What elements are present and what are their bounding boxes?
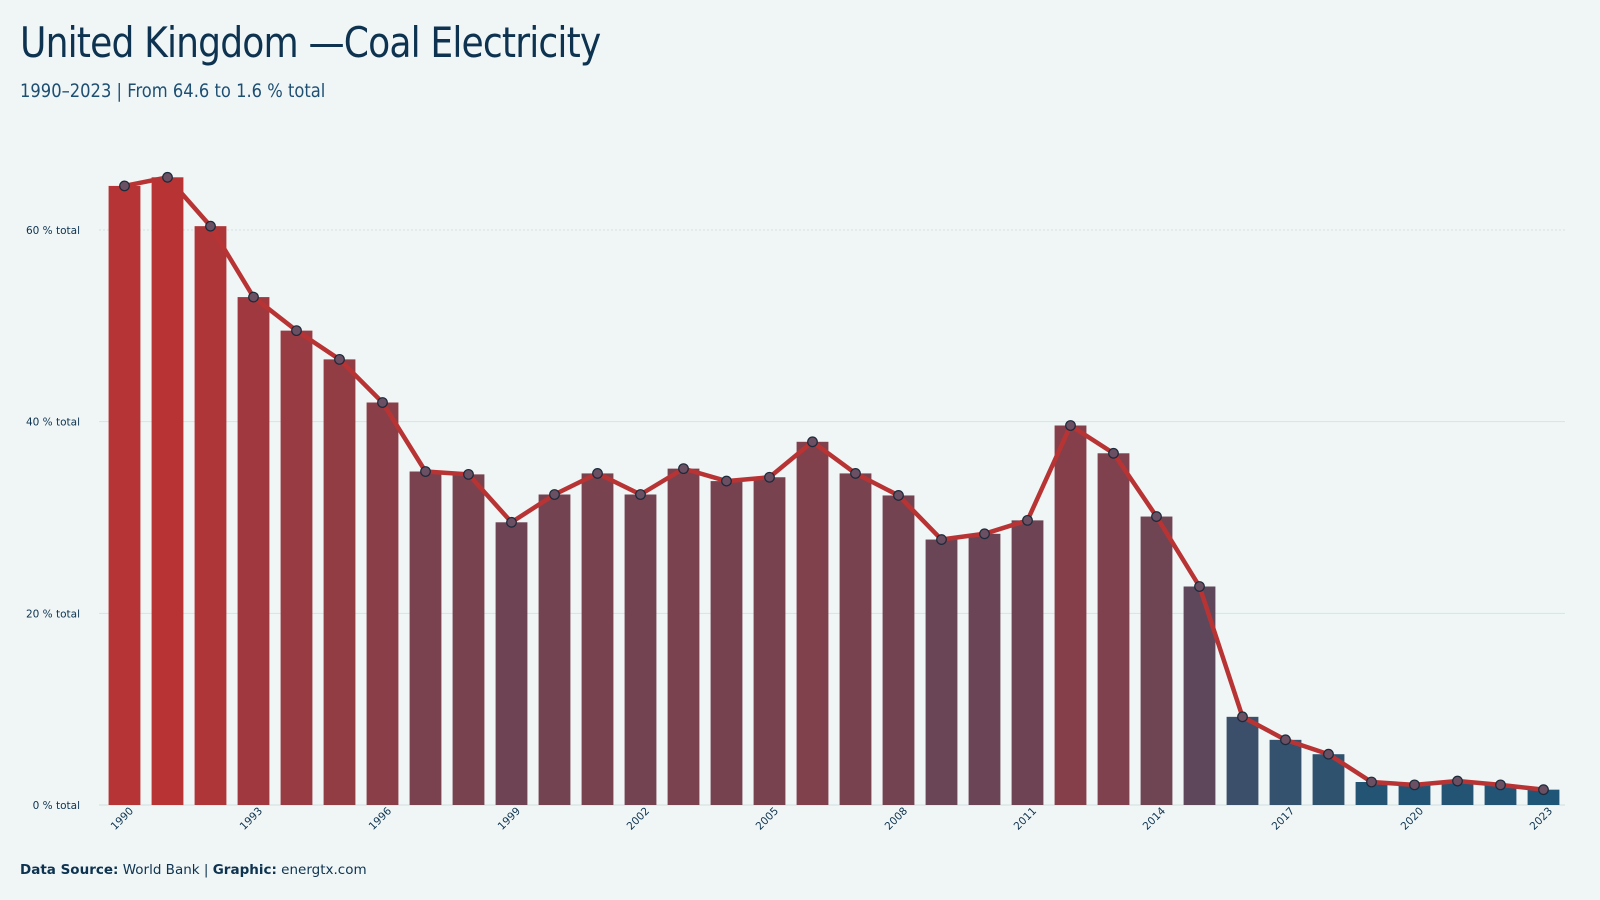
- point-1997: [420, 466, 431, 477]
- point-1999: [506, 516, 517, 528]
- x-tick-label: 1990: [109, 805, 136, 832]
- bar-2010: [968, 533, 1001, 805]
- bar-2002: [624, 494, 657, 805]
- bar-2006: [796, 441, 829, 805]
- x-tick-label: 1993: [238, 805, 265, 832]
- point-2019: [1366, 776, 1377, 788]
- bar-2011: [1011, 520, 1044, 805]
- bar-2012: [1054, 425, 1087, 805]
- bar-2021: [1441, 781, 1474, 805]
- bar-2009: [925, 539, 958, 805]
- bar-2017: [1269, 739, 1302, 805]
- bar-2001: [581, 473, 614, 805]
- point-2011: [1022, 514, 1033, 526]
- bar-2022: [1484, 784, 1517, 805]
- points: [119, 171, 1549, 796]
- bar-2020: [1398, 784, 1431, 805]
- point-1995: [334, 353, 345, 365]
- bar-1994: [280, 330, 313, 805]
- x-tick-label: 2011: [1012, 805, 1039, 832]
- x-tick-label: 2002: [625, 805, 652, 832]
- x-tick-label: 2008: [883, 805, 910, 832]
- point-2018: [1323, 748, 1334, 760]
- x-tick-label: 2014: [1141, 805, 1169, 833]
- y-tick-label: 40 % total: [26, 417, 80, 429]
- point-2022: [1495, 779, 1506, 791]
- point-2016: [1237, 711, 1248, 723]
- bar-1990: [108, 185, 141, 805]
- source-footer: Data Source: World Bank | Graphic: energ…: [20, 862, 367, 878]
- point-2014: [1151, 511, 1162, 522]
- point-2017: [1280, 734, 1291, 746]
- bar-2004: [710, 481, 743, 805]
- bar-2005: [753, 477, 786, 805]
- point-2007: [850, 468, 861, 479]
- gridlines: [99, 229, 1565, 806]
- bar-2023: [1527, 789, 1560, 805]
- source-value: World Bank |: [118, 862, 213, 878]
- bar-2014: [1140, 516, 1173, 805]
- point-2010: [979, 528, 990, 540]
- x-tick-label: 1996: [367, 805, 395, 833]
- point-2006: [807, 436, 818, 448]
- point-2004: [721, 475, 732, 487]
- bar-1996: [366, 402, 399, 805]
- point-2003: [678, 463, 689, 475]
- point-2023: [1538, 784, 1549, 796]
- point-1993: [248, 291, 259, 303]
- graphic-value: energtx.com: [276, 862, 367, 878]
- point-2005: [764, 471, 775, 483]
- bar-2000: [538, 494, 571, 805]
- bar-2016: [1226, 716, 1259, 805]
- x-tick-label: 1999: [496, 805, 523, 832]
- chart-subtitle: 1990–2023 | From 64.6 to 1.6 % total: [20, 80, 326, 102]
- point-1998: [463, 468, 474, 480]
- source-label: Data Source:: [20, 862, 119, 878]
- y-tick-label: 20 % total: [26, 608, 80, 620]
- point-1990: [119, 180, 130, 192]
- point-2020: [1409, 779, 1420, 791]
- x-tick-label: 2005: [754, 805, 781, 832]
- graphic-label: Graphic:: [212, 862, 277, 878]
- bar-1991: [151, 177, 184, 805]
- point-1991: [162, 171, 173, 183]
- point-2009: [936, 534, 947, 545]
- point-2021: [1452, 775, 1463, 787]
- y-tick-label: 60 % total: [26, 225, 80, 237]
- bar-2013: [1097, 453, 1130, 805]
- bars: [108, 177, 1560, 805]
- trend-line: [122, 175, 1546, 792]
- point-1996: [377, 397, 388, 408]
- bar-1997: [409, 471, 442, 805]
- trend-polyline: [122, 175, 1546, 792]
- point-2012: [1065, 420, 1076, 431]
- point-2008: [893, 490, 904, 501]
- point-1994: [291, 325, 302, 337]
- bar-1995: [323, 359, 356, 805]
- point-2013: [1108, 447, 1119, 459]
- x-axis-ticks: 1990 1993 1996 1999 2002 2005 2008 2011 2014 2017…: [109, 805, 1555, 833]
- chart-title: United Kingdom —Coal Electricity: [20, 18, 601, 67]
- bar-1993: [237, 297, 270, 805]
- bar-1998: [452, 474, 485, 805]
- bar-1992: [194, 226, 227, 805]
- x-tick-label: 2023: [1528, 805, 1555, 832]
- point-1992: [205, 220, 216, 232]
- bar-1999: [495, 522, 528, 805]
- point-2000: [549, 489, 560, 500]
- bar-2007: [839, 473, 872, 805]
- bar-2003: [667, 468, 700, 805]
- bar-2019: [1355, 782, 1388, 805]
- point-2001: [592, 468, 603, 479]
- bar-2008: [882, 495, 915, 805]
- x-tick-label: 2020: [1399, 805, 1426, 832]
- y-tick-label: 0 % total: [33, 800, 80, 812]
- point-2002: [635, 489, 646, 500]
- y-axis-ticks: 0 % total 20 % total 40 % total 60 % total: [26, 225, 80, 812]
- x-tick-label: 2017: [1270, 805, 1297, 832]
- point-2015: [1194, 581, 1205, 592]
